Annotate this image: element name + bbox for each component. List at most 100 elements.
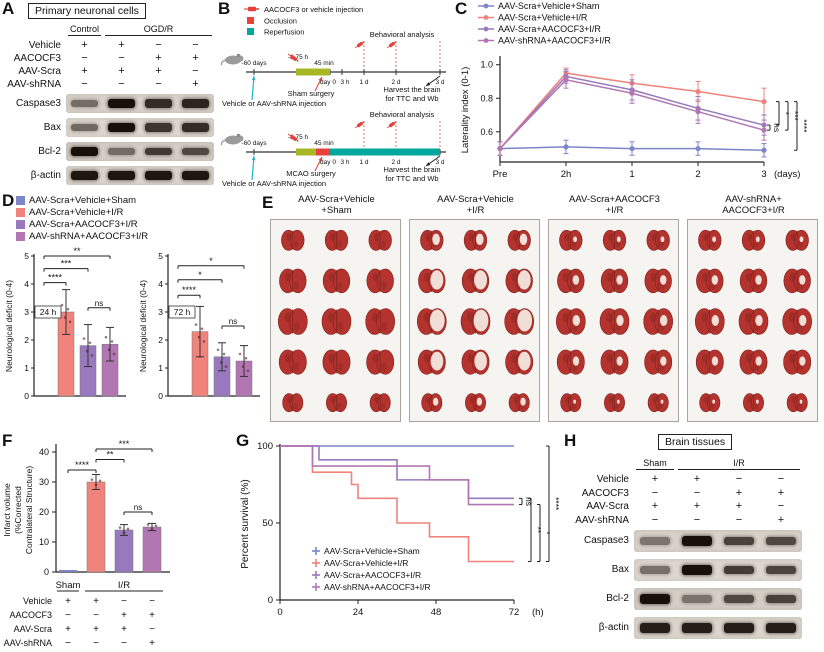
brain-slice	[416, 308, 447, 335]
blot-band	[71, 147, 98, 156]
sign-cell: −	[777, 500, 785, 512]
ttc-brain-grid	[277, 229, 395, 413]
brain-slice	[508, 393, 530, 413]
treatment-label: Vehicle	[596, 474, 629, 485]
sign-cell: −	[777, 473, 785, 485]
ttc-group-title: AAV-Scra+AACOCF3	[569, 194, 660, 205]
tick-label: day 0	[320, 159, 336, 166]
data-point	[629, 145, 635, 152]
brain-slice	[738, 308, 769, 335]
occlusion-bar	[316, 148, 330, 156]
sig-label: ****	[75, 460, 90, 470]
sign-cell: +	[149, 638, 155, 649]
infarct-region	[660, 275, 667, 285]
treatment-label: AACOCF3	[13, 53, 61, 64]
sign-cell: +	[118, 39, 125, 51]
panel-letter-g: G	[236, 431, 250, 450]
sign-cell: −	[155, 39, 162, 51]
infarct-region	[755, 314, 763, 327]
surgery-bar	[296, 148, 316, 156]
treatment-label: AAV-Scra	[18, 66, 61, 77]
panel-h-western-blot: H Brain tissues Sham I/R Vehicle + + − − AACOCF…	[562, 432, 824, 652]
blot-band	[682, 536, 712, 546]
brain-slice	[504, 308, 534, 335]
brain-slice	[505, 349, 534, 375]
brain-slice	[369, 393, 391, 413]
y-tick-label: 0.8	[480, 93, 493, 103]
infarct-region	[573, 399, 576, 404]
infarct-region	[572, 275, 580, 285]
y-axis-label: (%Corrected	[13, 486, 23, 534]
legend-item-label: AAV-Scra+Vehicle+Sham	[324, 546, 420, 556]
data-point	[629, 90, 635, 96]
syringe-icon	[354, 121, 365, 129]
data-point	[497, 145, 503, 152]
syringe-icon	[386, 41, 397, 49]
lane-group-label: Control	[68, 24, 101, 36]
blot-band	[640, 566, 670, 574]
legend-item-label: AAV-Scra+Vehicle+Sham	[29, 195, 137, 206]
y-axis-label: Infarct volume	[2, 483, 12, 537]
ttc-group-title: +I/R	[605, 205, 624, 216]
y-tick-label: 30	[39, 477, 49, 487]
sign-cell: +	[777, 513, 785, 526]
blot-strip	[66, 166, 214, 185]
x-tick-label: 72	[509, 607, 520, 618]
x-tick-label: 2	[695, 169, 700, 180]
data-point	[761, 99, 767, 105]
legend-marker	[483, 38, 489, 43]
infarct-region	[799, 275, 806, 285]
sign-cell: −	[149, 596, 155, 607]
scatter-dot	[98, 479, 102, 483]
brain-slice	[783, 349, 812, 375]
line	[386, 45, 390, 49]
x-tick-label: Pre	[493, 169, 508, 180]
blot-band	[724, 594, 754, 604]
legend-item-label: AAV-Scra+Vehicle+I/R	[324, 558, 408, 568]
brain-slice	[324, 229, 349, 251]
legend-marker	[483, 26, 489, 32]
behavior-label: Behavioral analysis	[370, 30, 435, 39]
legend-item: AAV-Scra+Vehicle+I/R	[16, 207, 123, 218]
infarct-region	[473, 309, 489, 332]
syringe-icon	[287, 133, 299, 142]
ttc-group-title: +I/R	[466, 205, 485, 216]
ttc-group-title: AAV-Scra+Vehicle	[437, 194, 514, 205]
sig-label: ****	[182, 285, 197, 295]
scatter-dot	[107, 348, 111, 352]
legend-item-label: AAV-shRNA+AACOCF3+I/R	[498, 36, 611, 46]
legend-item-label: AAV-Scra+Vehicle+Sham	[498, 1, 599, 11]
ttc-group-title: +Sham	[321, 205, 352, 216]
sign-cell: −	[693, 486, 701, 499]
tick-label: 3 h	[340, 159, 349, 166]
arrow-head	[426, 162, 431, 166]
y-tick-label: 3	[24, 307, 29, 317]
data-point	[563, 77, 569, 83]
sign-cell: −	[192, 65, 199, 77]
sig-label: ***	[119, 439, 130, 449]
scatter-dot	[94, 483, 98, 486]
sign-cell: −	[651, 513, 659, 526]
brain-slice	[505, 268, 533, 294]
sign-cell: +	[155, 65, 162, 77]
ttc-brain-box	[687, 219, 818, 422]
brain-slice	[465, 393, 486, 413]
blot-strip	[66, 118, 214, 137]
ttc-group-title: AAV-shRNA+	[725, 194, 782, 205]
infarct-region	[474, 351, 487, 371]
y-tick-label: 2	[158, 335, 163, 345]
y-tick-label: 0	[268, 595, 273, 606]
sign-cell: −	[121, 638, 127, 649]
time-badge-box	[34, 305, 62, 319]
treatment-label: AAV-shRNA	[4, 638, 52, 648]
blot-band	[145, 99, 172, 108]
blot-band	[145, 171, 172, 180]
sign-cell: +	[149, 610, 155, 621]
y-tick-label: 40	[39, 447, 49, 457]
sign-cell: +	[81, 39, 88, 51]
syringe-icon	[386, 121, 397, 129]
reperfusion-bar	[330, 148, 440, 156]
infarct-region	[799, 236, 804, 243]
